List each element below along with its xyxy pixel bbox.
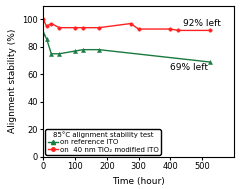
X-axis label: Time (hour): Time (hour) (112, 177, 165, 186)
Legend: on reference ITO, on  40 nm TiO₂ modified ITO: on reference ITO, on 40 nm TiO₂ modified… (46, 129, 161, 155)
Y-axis label: Alignment stability (%): Alignment stability (%) (7, 29, 17, 133)
Text: 69% left: 69% left (170, 63, 208, 72)
Text: 92% left: 92% left (183, 19, 221, 28)
